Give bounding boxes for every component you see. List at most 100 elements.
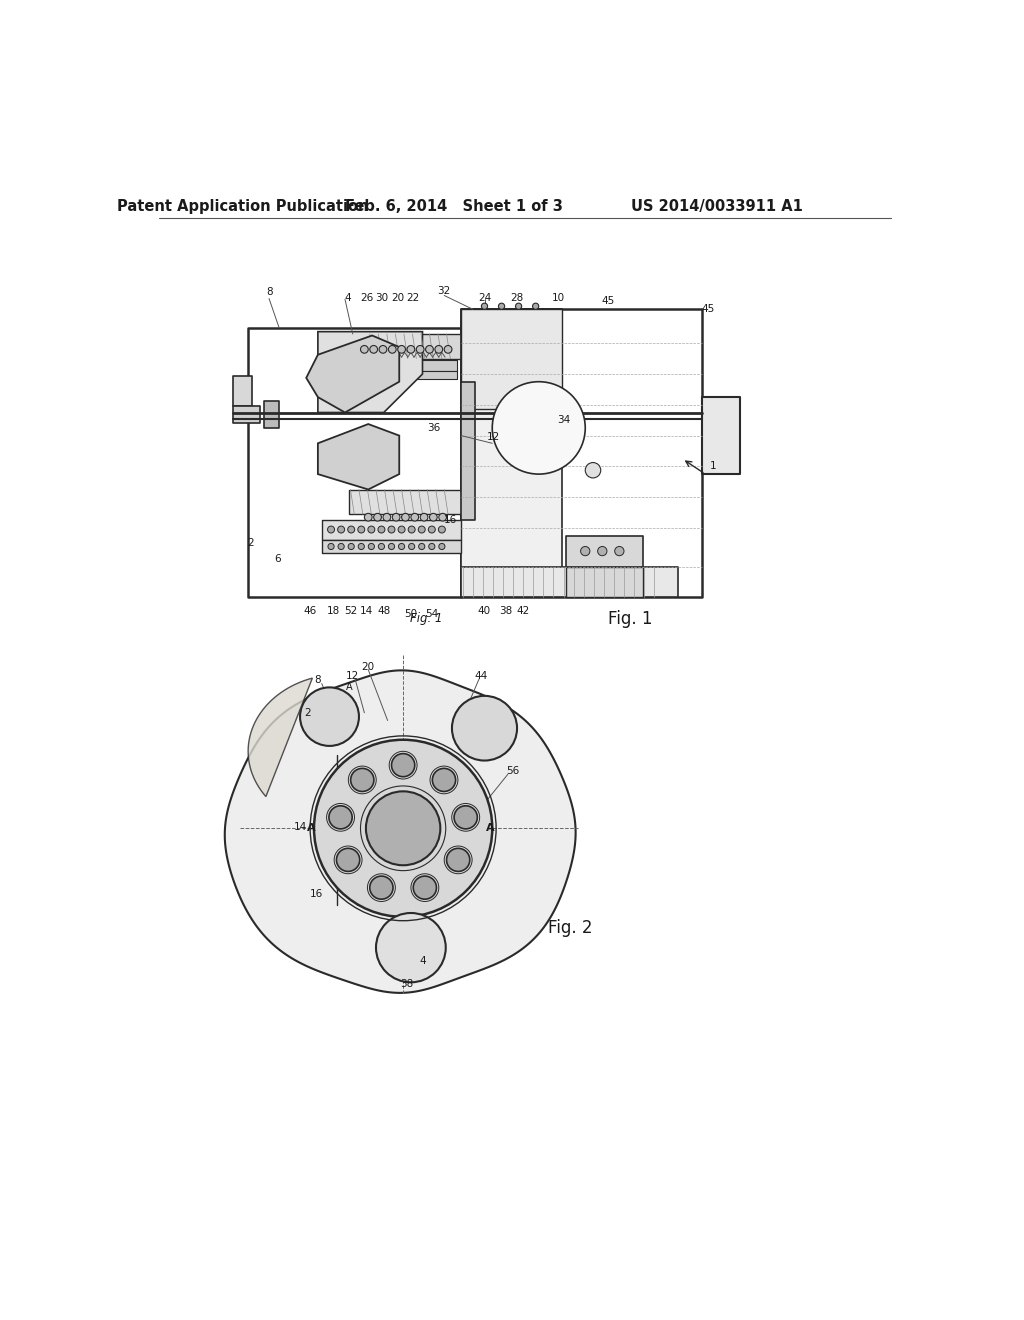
Text: 20: 20 bbox=[361, 661, 375, 672]
Circle shape bbox=[369, 544, 375, 549]
Circle shape bbox=[378, 544, 385, 549]
Text: 44: 44 bbox=[475, 671, 488, 681]
Bar bbox=[566, 566, 643, 597]
Bar bbox=[461, 309, 701, 597]
Circle shape bbox=[368, 527, 375, 533]
Circle shape bbox=[409, 544, 415, 549]
Circle shape bbox=[515, 304, 521, 309]
Bar bbox=[349, 490, 461, 513]
Text: 46: 46 bbox=[303, 606, 316, 616]
Text: 45: 45 bbox=[602, 296, 615, 306]
Circle shape bbox=[446, 849, 470, 871]
Circle shape bbox=[350, 768, 374, 792]
Text: Patent Application Publication: Patent Application Publication bbox=[117, 198, 369, 214]
Circle shape bbox=[532, 304, 539, 309]
Circle shape bbox=[598, 546, 607, 556]
Circle shape bbox=[481, 304, 487, 309]
Text: 4: 4 bbox=[419, 956, 426, 966]
Circle shape bbox=[426, 346, 433, 354]
Bar bbox=[380, 948, 425, 982]
Circle shape bbox=[438, 544, 445, 549]
Circle shape bbox=[438, 513, 446, 521]
Circle shape bbox=[438, 527, 445, 533]
Text: 8: 8 bbox=[266, 288, 273, 297]
Text: 54: 54 bbox=[425, 610, 438, 619]
Circle shape bbox=[365, 513, 372, 521]
Circle shape bbox=[614, 546, 624, 556]
Circle shape bbox=[314, 739, 493, 917]
Bar bbox=[369, 360, 458, 371]
Circle shape bbox=[392, 513, 400, 521]
Circle shape bbox=[300, 688, 359, 746]
Polygon shape bbox=[317, 424, 399, 490]
Text: 12: 12 bbox=[487, 432, 501, 442]
Text: 16: 16 bbox=[309, 888, 323, 899]
Text: 18: 18 bbox=[327, 606, 340, 616]
Text: 50: 50 bbox=[404, 610, 418, 619]
Bar bbox=[461, 309, 562, 594]
Circle shape bbox=[411, 513, 419, 521]
Circle shape bbox=[493, 381, 586, 474]
Circle shape bbox=[348, 544, 354, 549]
Circle shape bbox=[420, 513, 428, 521]
Bar bbox=[483, 797, 506, 859]
Bar bbox=[232, 376, 252, 405]
Bar bbox=[287, 805, 304, 851]
Bar bbox=[469, 309, 562, 343]
Circle shape bbox=[376, 913, 445, 982]
Circle shape bbox=[338, 527, 345, 533]
Text: Fig. 2: Fig. 2 bbox=[548, 920, 592, 937]
Text: 6: 6 bbox=[274, 554, 281, 564]
Text: Feb. 6, 2014   Sheet 1 of 3: Feb. 6, 2014 Sheet 1 of 3 bbox=[344, 198, 562, 214]
Bar bbox=[263, 401, 280, 428]
Text: 20: 20 bbox=[391, 293, 404, 302]
Text: 48: 48 bbox=[377, 606, 390, 616]
Text: 26: 26 bbox=[360, 293, 374, 302]
Text: Fig. 1: Fig. 1 bbox=[608, 610, 652, 628]
Bar bbox=[461, 381, 475, 520]
Circle shape bbox=[409, 527, 415, 533]
Bar bbox=[322, 540, 461, 553]
Text: 24: 24 bbox=[478, 293, 492, 302]
Circle shape bbox=[407, 346, 415, 354]
Circle shape bbox=[370, 876, 393, 899]
Circle shape bbox=[370, 346, 378, 354]
Circle shape bbox=[398, 544, 404, 549]
Text: 32: 32 bbox=[437, 286, 451, 296]
Circle shape bbox=[586, 462, 601, 478]
Polygon shape bbox=[248, 678, 312, 796]
Bar bbox=[369, 334, 461, 359]
Text: A: A bbox=[486, 824, 495, 833]
Circle shape bbox=[418, 527, 425, 533]
Text: 38: 38 bbox=[400, 979, 414, 989]
Bar bbox=[322, 520, 461, 540]
Bar bbox=[232, 407, 260, 424]
Text: 42: 42 bbox=[517, 606, 529, 616]
Text: 34: 34 bbox=[557, 416, 570, 425]
Circle shape bbox=[444, 346, 452, 354]
Circle shape bbox=[366, 791, 440, 866]
Circle shape bbox=[328, 544, 334, 549]
Circle shape bbox=[401, 513, 410, 521]
Bar bbox=[369, 371, 458, 379]
Polygon shape bbox=[224, 671, 575, 993]
Circle shape bbox=[338, 544, 344, 549]
Circle shape bbox=[397, 346, 406, 354]
Circle shape bbox=[435, 346, 442, 354]
Circle shape bbox=[429, 544, 435, 549]
Text: 14: 14 bbox=[360, 606, 374, 616]
Text: 38: 38 bbox=[499, 606, 512, 616]
Circle shape bbox=[388, 346, 396, 354]
Bar bbox=[461, 309, 562, 409]
Circle shape bbox=[388, 527, 395, 533]
Text: US 2014/0033911 A1: US 2014/0033911 A1 bbox=[631, 198, 803, 214]
Text: 10: 10 bbox=[552, 293, 564, 302]
Text: 40: 40 bbox=[478, 606, 492, 616]
Text: 4: 4 bbox=[344, 293, 350, 302]
Text: 56: 56 bbox=[506, 766, 519, 776]
Text: 2: 2 bbox=[247, 539, 254, 548]
Text: 8: 8 bbox=[314, 676, 322, 685]
Text: 45: 45 bbox=[701, 304, 715, 314]
Circle shape bbox=[360, 346, 369, 354]
Circle shape bbox=[454, 805, 477, 829]
